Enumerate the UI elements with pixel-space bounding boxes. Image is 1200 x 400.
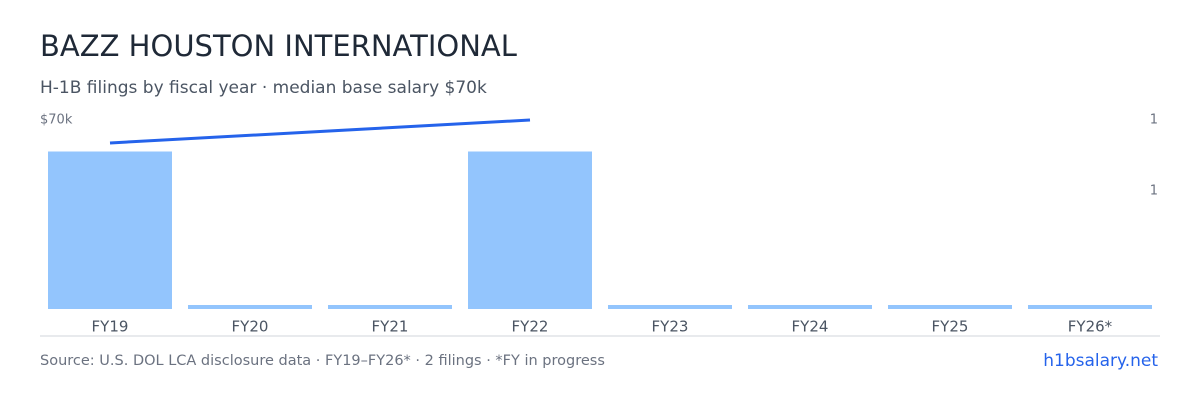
x-tick-label: FY22 [512, 318, 549, 336]
bar [1028, 305, 1152, 309]
bar [888, 305, 1012, 309]
x-tick-label: FY25 [932, 318, 969, 336]
salary-line [109, 118, 531, 145]
bar [48, 151, 172, 309]
bar [608, 305, 732, 309]
bar [188, 305, 312, 309]
bar [328, 305, 452, 309]
chart-subtitle: H-1B filings by fiscal year · median bas… [40, 78, 487, 98]
y-tick-label: $70k [40, 113, 73, 128]
x-tick-label: FY24 [792, 318, 829, 336]
x-tick-label: FY19 [92, 318, 129, 336]
x-tick-label: FY21 [372, 318, 409, 336]
y2-tick-label: 1 [1150, 113, 1158, 128]
x-tick-label: FY26* [1068, 318, 1113, 336]
brand-link[interactable]: h1bsalary.net [1043, 351, 1158, 371]
chart-title: BAZZ HOUSTON INTERNATIONAL [40, 29, 517, 63]
x-tick-label: FY23 [652, 318, 689, 336]
y2-tick-label: 1 [1150, 183, 1158, 198]
bar [468, 151, 592, 309]
x-tick-label: FY20 [232, 318, 269, 336]
source-note: Source: U.S. DOL LCA disclosure data · F… [40, 353, 605, 369]
bar [748, 305, 872, 309]
